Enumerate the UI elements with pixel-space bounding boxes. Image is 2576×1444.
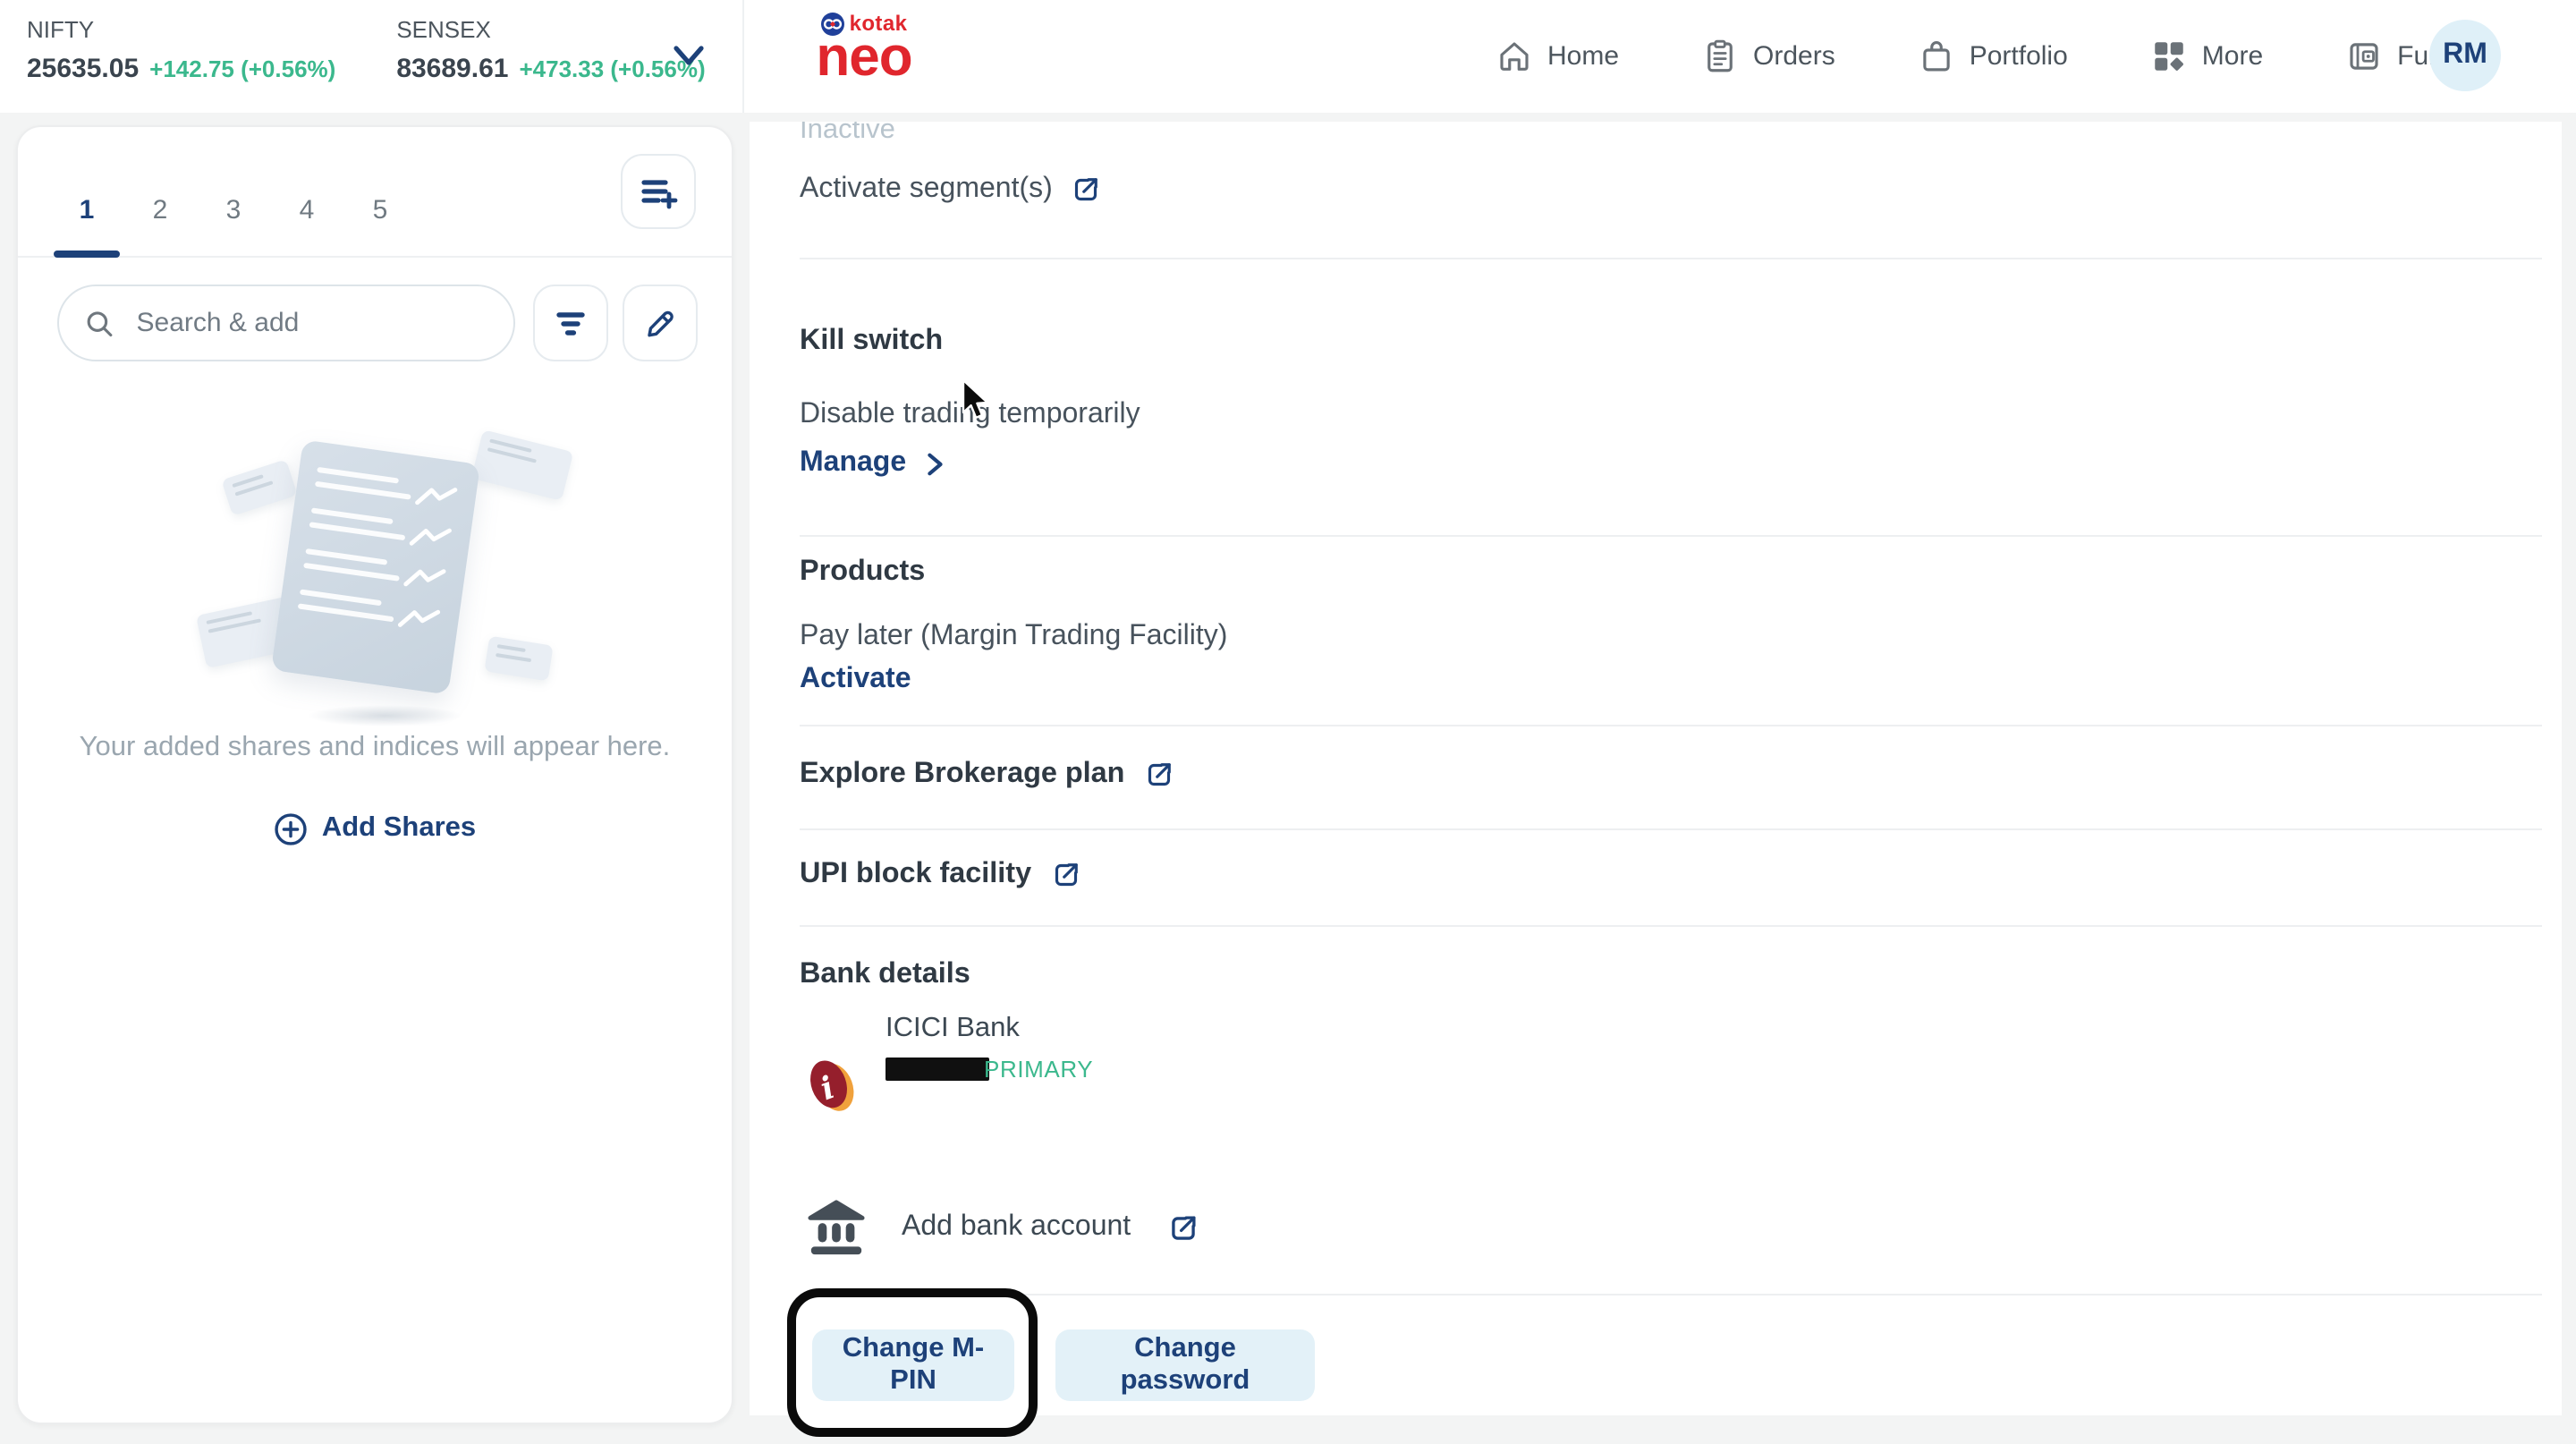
logo-brand-text: kotak	[849, 11, 908, 36]
nav-label: Portfolio	[1969, 41, 2068, 72]
add-bank-row[interactable]: Add bank account	[807, 1199, 1200, 1256]
external-link-icon	[1055, 862, 1077, 886]
chevron-down-icon[interactable]	[669, 39, 708, 72]
index-name: SENSEX	[396, 16, 491, 43]
portfolio-bag-icon	[1923, 41, 1950, 72]
index-change: +142.75 (+0.56%)	[149, 55, 336, 82]
nav-label: More	[2201, 41, 2264, 72]
upi-block-row[interactable]: UPI block facility	[800, 857, 1081, 891]
add-shares-button[interactable]: Add Shares	[232, 803, 518, 854]
empty-watchlist-message: Your added shares and indices will appea…	[79, 732, 671, 762]
nav-label: Home	[1547, 41, 1620, 72]
pay-later-label: Pay later (Margin Trading Facility)	[800, 621, 1228, 651]
filter-button[interactable]	[533, 285, 608, 361]
divider	[800, 258, 2542, 259]
explore-brokerage-row[interactable]: Explore Brokerage plan	[800, 757, 1174, 791]
index-value: 83689.61	[396, 54, 509, 84]
search-box	[57, 285, 515, 361]
divider	[800, 925, 2542, 927]
external-link-icon	[1148, 762, 1171, 786]
bank-account-row: PRIMARY	[886, 1054, 1093, 1086]
index-nifty: NIFTY 25635.05 +142.75 (+0.56%)	[27, 16, 335, 84]
upi-block-label: UPI block facility	[800, 857, 1032, 889]
empty-watchlist-illustration	[195, 429, 574, 726]
primary-badge: PRIMARY	[984, 1056, 1094, 1083]
bank-building-icon	[808, 1200, 865, 1255]
watchlist-tab-4[interactable]: 4	[299, 195, 315, 225]
explore-brokerage-label: Explore Brokerage plan	[800, 757, 1125, 789]
watchlist-tab-1[interactable]: 1	[50, 127, 123, 258]
home-icon	[1500, 42, 1529, 71]
header-divider	[742, 0, 744, 113]
nav-home[interactable]: Home	[1496, 38, 1619, 75]
divider	[800, 828, 2542, 830]
bank-details-title: Bank details	[800, 957, 970, 990]
index-sensex: SENSEX 83689.61 +473.33 (+0.56%)	[396, 16, 705, 84]
settings-panel: Inactive Activate segment(s) Kill switch…	[750, 122, 2562, 1415]
logo-product-text: neo	[816, 25, 912, 88]
change-password-button[interactable]: Change password	[1055, 1329, 1315, 1401]
segment-status-text: Inactive	[800, 122, 895, 145]
circle-plus-icon	[275, 812, 307, 845]
chevron-right-icon	[927, 452, 942, 475]
divider	[800, 1294, 2542, 1295]
nav-label: Orders	[1753, 41, 1835, 72]
bank-name: ICICI Bank	[886, 1013, 1020, 1043]
index-name: NIFTY	[27, 16, 95, 43]
redacted-account-number	[886, 1058, 989, 1082]
nav-portfolio[interactable]: Portfolio	[1918, 38, 2068, 75]
create-watchlist-button[interactable]	[621, 154, 696, 229]
document-illustration	[270, 439, 481, 695]
mouse-cursor	[962, 379, 989, 419]
activate-link[interactable]: Activate	[800, 664, 911, 694]
watchlist-tab-3[interactable]: 3	[225, 195, 242, 225]
manage-link[interactable]: Manage	[800, 447, 947, 480]
main-nav: Home Orders Portfolio	[1496, 0, 2472, 113]
search-icon	[87, 310, 113, 336]
add-shares-label: Add Shares	[321, 812, 477, 843]
more-grid-icon	[2155, 42, 2183, 71]
activate-segments-label: Activate segment(s)	[800, 174, 1053, 204]
products-title: Products	[800, 555, 926, 587]
list-add-icon	[641, 180, 678, 209]
nav-orders[interactable]: Orders	[1701, 38, 1835, 75]
divider	[800, 535, 2542, 537]
kotak-roundel-icon	[820, 12, 844, 35]
index-value: 25635.05	[27, 54, 140, 84]
manage-label: Manage	[800, 447, 907, 478]
nav-more[interactable]: More	[2150, 38, 2263, 75]
external-link-icon	[1075, 178, 1098, 201]
watchlist-panel: 1 2 3 4 5	[16, 125, 733, 1424]
kill-switch-title: Kill switch	[800, 324, 944, 356]
filter-icon	[556, 311, 585, 335]
orders-clipboard-icon	[1707, 39, 1733, 72]
watchlist-tabs: 1 2 3 4 5	[18, 127, 732, 258]
divider	[800, 725, 2542, 726]
watchlist-tab-5[interactable]: 5	[372, 195, 388, 225]
funds-wallet-icon	[2350, 43, 2378, 70]
market-indices: NIFTY 25635.05 +142.75 (+0.56%) SENSEX 8…	[27, 16, 767, 84]
search-input[interactable]	[132, 306, 492, 340]
change-mpin-button[interactable]: Change M-PIN	[812, 1329, 1014, 1401]
profile-avatar[interactable]: RM	[2429, 20, 2501, 91]
pencil-icon	[648, 310, 674, 336]
add-bank-label: Add bank account	[902, 1211, 1131, 1242]
top-bar: NIFTY 25635.05 +142.75 (+0.56%) SENSEX 8…	[0, 0, 2576, 113]
icici-bank-logo: i	[810, 1060, 854, 1111]
kotak-neo-logo[interactable]: kotak neo	[801, 11, 927, 88]
edit-watchlist-button[interactable]	[623, 285, 698, 361]
external-link-icon	[1172, 1215, 1196, 1239]
activate-segments-row[interactable]: Activate segment(s)	[800, 174, 1103, 206]
watchlist-tab-2[interactable]: 2	[152, 195, 168, 225]
index-change: +473.33 (+0.56%)	[519, 55, 706, 82]
